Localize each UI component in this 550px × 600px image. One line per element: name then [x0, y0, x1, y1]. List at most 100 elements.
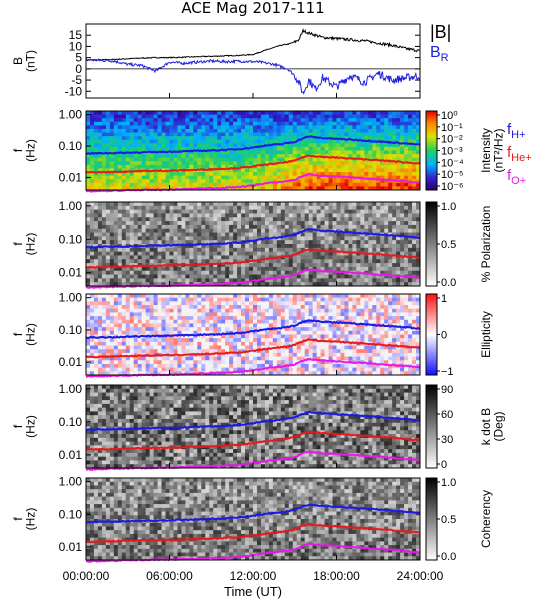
polarization-cell: [272, 213, 278, 218]
polarization-cell: [348, 232, 353, 237]
polarization-cell: [396, 263, 401, 268]
polarization-cell: [336, 278, 341, 283]
ellipticity-cell: [177, 327, 182, 332]
intensity-cell: [177, 121, 182, 126]
polarization-cell: [292, 255, 298, 260]
intensity-cell: [173, 182, 178, 187]
polarization-colorbar: 1.00.50.0: [425, 201, 456, 289]
polarization-cell: [113, 270, 119, 275]
ellipticity-cell: [117, 312, 123, 317]
intensity-cell: [280, 136, 286, 141]
intensity-cell: [408, 182, 413, 187]
intensity-cell: [296, 164, 302, 169]
intensity-cell: [368, 161, 373, 166]
field-ylabel: B(nT): [11, 50, 38, 72]
polarization-cell: [161, 209, 166, 214]
intensity-cell: [165, 161, 170, 166]
polarization-cell: [324, 278, 329, 283]
polarization-cell: [97, 228, 103, 233]
intensity-cell: [141, 182, 147, 187]
ellipticity-cell: [264, 338, 270, 343]
intensity-cell: [145, 172, 151, 177]
polarization-cell: [400, 213, 405, 218]
polarization-cell: [404, 278, 409, 283]
intensity-cell: [312, 111, 318, 115]
ellipticity-cell: [137, 294, 143, 299]
ellipticity-cell: [213, 308, 218, 313]
ellipticity-cell: [296, 356, 302, 361]
ellipticity-cell: [209, 341, 214, 346]
intensity-cell: [260, 161, 266, 166]
intensity-cell: [264, 121, 270, 126]
intensity-cell: [336, 182, 341, 187]
polarization-cell: [205, 247, 210, 253]
intensity-cell: [364, 150, 369, 155]
ellipticity-cell: [165, 345, 170, 350]
intensity-cell: [217, 172, 222, 177]
ellipticity-cell: [109, 345, 115, 350]
polarization-cell: [125, 228, 131, 233]
ellipticity-cell: [86, 327, 91, 332]
intensity-cell: [209, 172, 214, 177]
ellipticity-cell: [197, 349, 202, 354]
polarization-cell: [133, 213, 139, 218]
polarization-cell: [324, 244, 329, 249]
ellipticity-cell: [86, 352, 91, 357]
intensity-cell: [221, 175, 226, 180]
polarization-cell: [408, 232, 413, 237]
intensity-cell: [165, 121, 170, 126]
intensity-cell: [169, 172, 174, 177]
polarization-cell: [384, 282, 389, 287]
polarization-cell: [117, 205, 123, 211]
polarization-cell: [173, 202, 178, 207]
intensity-cell: [221, 161, 226, 166]
polarization-cell: [280, 228, 286, 233]
ellipticity-cell: [157, 319, 162, 324]
intensity-cell: [308, 118, 314, 123]
ellipticity-cell: [189, 367, 194, 372]
intensity-cell: [292, 164, 298, 169]
polarization-cell: [292, 217, 298, 222]
polarization-cell: [376, 244, 381, 249]
intensity-cell: [89, 154, 95, 159]
intensity-cell: [157, 186, 162, 191]
intensity-cell: [304, 150, 310, 155]
polarization-cell: [280, 202, 286, 207]
intensity-cell: [352, 136, 357, 141]
polarization-cell: [404, 217, 409, 222]
polarization-cell: [412, 228, 417, 233]
ellipticity-cell: [117, 360, 123, 365]
polarization-cell: [173, 240, 178, 245]
polarization-cell: [404, 240, 409, 245]
polarization-cell: [237, 278, 242, 283]
intensity-cell: [225, 164, 230, 169]
intensity-cell: [396, 175, 401, 180]
polarization-cell: [416, 228, 421, 233]
intensity-cell: [213, 132, 218, 137]
ellipticity-cell: [217, 338, 222, 343]
polarization-cell: [141, 251, 147, 256]
polarization-cell: [404, 224, 409, 230]
polarization-cell: [284, 278, 290, 283]
polarization-cell: [97, 263, 103, 268]
intensity-cell: [364, 128, 369, 133]
polarization-cell: [97, 240, 103, 245]
polarization-cell: [316, 244, 321, 249]
ellipticity-cell: [93, 360, 99, 365]
polarization-cell: [284, 217, 290, 222]
polarization-heatmap-cells: [86, 202, 421, 287]
ellipticity-cell: [221, 349, 226, 354]
polarization-cell: [388, 263, 393, 268]
ellipticity-cell: [137, 349, 143, 354]
polarization-cell: [360, 282, 365, 287]
intensity-cell: [324, 150, 329, 155]
intensity-cell: [396, 186, 401, 191]
intensity-cell: [412, 111, 417, 115]
polarization-cell: [412, 209, 417, 214]
ellipticity-cell: [245, 316, 250, 321]
intensity-cell: [416, 146, 421, 151]
polarization-cell: [308, 240, 314, 245]
intensity-cell: [344, 146, 349, 151]
polarization-cell: [352, 278, 357, 283]
intensity-cell: [205, 143, 210, 148]
